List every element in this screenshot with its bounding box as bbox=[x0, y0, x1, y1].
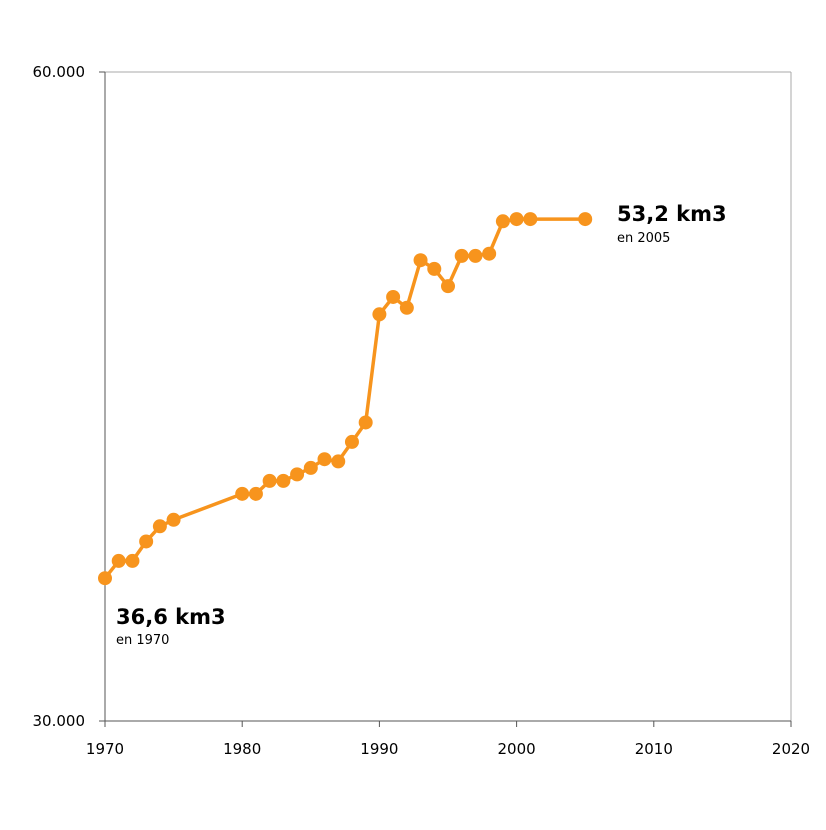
data-point bbox=[441, 279, 455, 294]
data-point bbox=[386, 289, 401, 304]
annotation-start-year: en 1970 bbox=[116, 633, 169, 648]
data-point bbox=[427, 261, 442, 276]
x-tick-label: 1980 bbox=[223, 740, 261, 758]
data-point bbox=[509, 212, 524, 227]
x-tick-label: 1990 bbox=[360, 740, 398, 758]
data-point bbox=[166, 512, 181, 527]
x-axis: 1970 1980 1990 2000 2010 2020 bbox=[86, 720, 810, 758]
data-point bbox=[290, 467, 305, 482]
data-point bbox=[317, 452, 332, 467]
y-tick-label: 60.000 bbox=[33, 63, 86, 81]
data-point bbox=[372, 307, 387, 322]
data-point bbox=[344, 434, 359, 449]
data-point bbox=[454, 248, 469, 263]
data-point bbox=[111, 553, 126, 568]
data-point bbox=[262, 473, 277, 488]
data-point bbox=[578, 212, 593, 227]
x-tick-label: 2020 bbox=[772, 740, 810, 758]
annotation-end-year: en 2005 bbox=[617, 231, 670, 246]
x-tick-label: 2010 bbox=[635, 740, 673, 758]
data-point bbox=[235, 486, 250, 501]
data-point bbox=[523, 212, 538, 227]
data-point bbox=[358, 415, 373, 430]
data-point bbox=[482, 246, 497, 261]
annotation-start-value: 36,6 km3 bbox=[116, 605, 226, 629]
data-point bbox=[248, 486, 263, 501]
y-tick-label: 30.000 bbox=[33, 712, 86, 730]
data-point bbox=[98, 571, 112, 586]
data-point bbox=[331, 454, 346, 469]
data-point bbox=[399, 300, 414, 315]
data-point bbox=[152, 519, 167, 534]
y-axis: 30.000 60.000 bbox=[33, 63, 106, 730]
data-point bbox=[303, 460, 318, 475]
data-point bbox=[125, 553, 140, 568]
annotation-end-value: 53,2 km3 bbox=[617, 202, 727, 226]
x-tick-label: 1970 bbox=[86, 740, 124, 758]
data-point bbox=[276, 473, 291, 488]
data-point bbox=[495, 214, 510, 229]
x-tick-label: 2000 bbox=[498, 740, 536, 758]
data-point bbox=[139, 534, 154, 549]
data-point bbox=[468, 248, 483, 263]
data-point bbox=[413, 253, 428, 268]
data-series bbox=[98, 212, 593, 586]
